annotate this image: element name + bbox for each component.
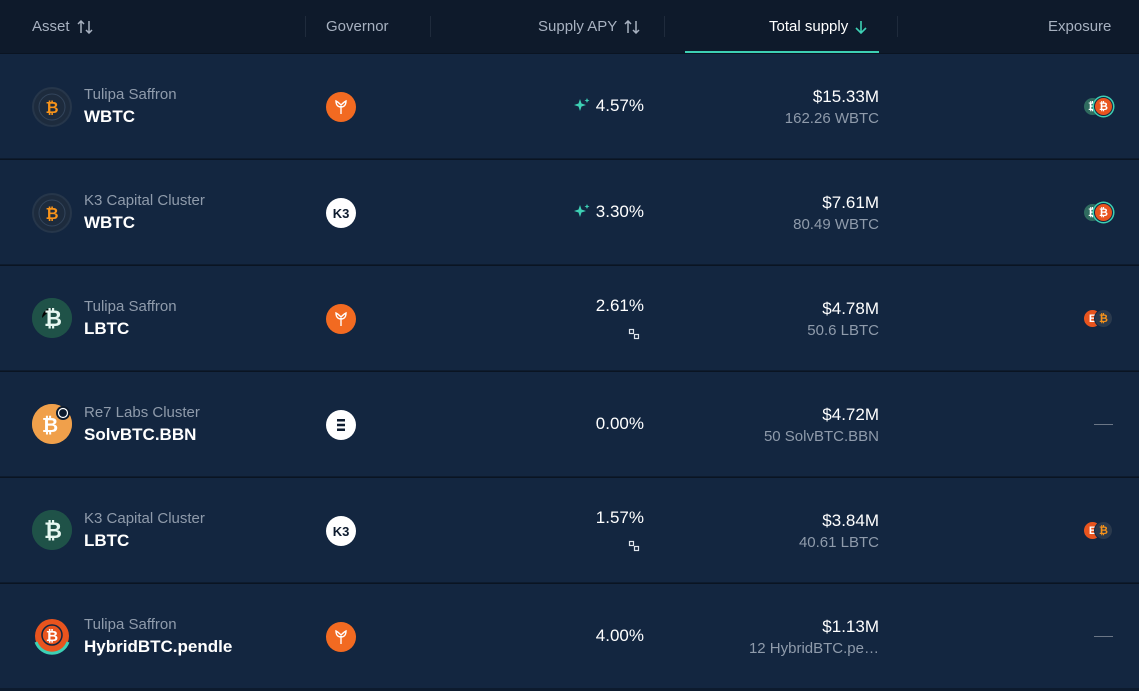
header-divider	[664, 16, 665, 37]
table-row[interactable]: ₿ Re7 Labs Cluster SolvBTC.BBN 0.00% $4.…	[0, 371, 1139, 476]
supply-usd: $7.61M	[822, 193, 879, 212]
lbtc-icon: ₿	[32, 298, 72, 338]
link-icon[interactable]	[628, 539, 640, 552]
wbtc-icon: ₿	[1094, 203, 1113, 222]
vault-name: K3 Capital Cluster	[84, 192, 205, 209]
supply-apy-value: 3.30%	[595, 202, 644, 221]
svg-text:₿: ₿	[45, 98, 58, 117]
header-divider	[897, 16, 898, 37]
header-divider	[305, 16, 306, 37]
column-supply-apy[interactable]: Supply APY	[538, 0, 640, 53]
supply-usd: $15.33M	[812, 87, 879, 106]
column-governor: Governor	[326, 0, 389, 53]
supply-apy: 4.00%	[596, 626, 644, 646]
svg-text:₿: ₿	[44, 519, 62, 544]
asset-symbol: LBTC	[84, 319, 130, 338]
exposure-icons[interactable]: ₿ ₿	[1083, 203, 1113, 222]
column-exposure: Exposure	[1048, 0, 1111, 53]
sort-icon	[76, 19, 93, 34]
vault-name: Tulipa Saffron	[84, 616, 177, 633]
supply-apy: 3.30%	[573, 202, 644, 222]
wbtc-icon: ₿	[32, 87, 72, 127]
asset-symbol: LBTC	[84, 531, 130, 550]
supply-apy-value: 4.57%	[595, 96, 644, 115]
k3-label: K3	[332, 205, 350, 221]
btc-icon: ₿	[1094, 521, 1113, 540]
column-exposure-label: Exposure	[1048, 18, 1112, 35]
supply-usd: $3.84M	[822, 511, 879, 530]
supply-usd: $4.78M	[822, 299, 879, 318]
re7-icon[interactable]	[326, 410, 356, 440]
supply-amount: 40.61 LBTC	[798, 534, 879, 551]
asset-symbol: WBTC	[84, 213, 135, 232]
hybridbtc-icon: ₿	[32, 616, 72, 656]
supply-apy-value: 4.00%	[595, 626, 644, 645]
supply-amount: 50 SolvBTC.BBN	[763, 428, 879, 445]
table-row[interactable]: ₿ Tulipa Saffron HybridBTC.pendle 4.00% …	[0, 583, 1139, 688]
supply-apy: 4.57%	[573, 96, 644, 116]
table-header: Asset Governor Supply APY Total supply E…	[0, 0, 1139, 53]
sort-icon	[624, 19, 640, 34]
arrow-down-icon	[855, 20, 867, 34]
tulipa-icon[interactable]	[326, 304, 356, 334]
k3-label: K3	[332, 523, 350, 539]
solvbtc-icon: ₿	[32, 404, 72, 444]
table-row[interactable]: ₿ Tulipa Saffron WBTC 4.57% $15.33M 162.…	[0, 53, 1139, 158]
exposure-icons[interactable]: ₿ ₿	[1083, 97, 1113, 116]
column-asset[interactable]: Asset	[32, 0, 93, 53]
tulipa-icon[interactable]	[326, 92, 356, 122]
wbtc-icon: ₿	[32, 193, 72, 233]
svg-text:₿: ₿	[45, 204, 58, 223]
column-total-supply-label: Total supply	[769, 18, 849, 35]
k3-icon[interactable]: K3	[326, 516, 356, 546]
active-sort-underline	[685, 51, 879, 53]
exposure-icons[interactable]: E ₿	[1083, 521, 1113, 540]
supply-amount: 50.6 LBTC	[807, 322, 879, 339]
table-row[interactable]: ₿ K3 Capital Cluster WBTC K3 3.30% $7.61…	[0, 159, 1139, 264]
column-total-supply[interactable]: Total supply	[769, 0, 867, 53]
supply-apy-value: 0.00%	[595, 414, 644, 433]
svg-text:₿: ₿	[46, 627, 58, 645]
wbtc-icon: ₿	[1094, 97, 1113, 116]
supply-usd: $4.72M	[822, 405, 879, 424]
svg-text:₿: ₿	[44, 307, 62, 332]
supply-apy: 2.61%	[596, 296, 644, 316]
column-supply-apy-label: Supply APY	[538, 18, 618, 35]
exposure-empty	[1094, 424, 1113, 425]
lbtc-icon: ₿	[32, 510, 72, 550]
vault-name: Tulipa Saffron	[84, 298, 177, 315]
svg-text:₿: ₿	[42, 413, 58, 437]
exposure-icons[interactable]: E ₿	[1083, 309, 1113, 328]
btc-icon: ₿	[1094, 309, 1113, 328]
tulipa-icon[interactable]	[326, 622, 356, 652]
asset-symbol: WBTC	[84, 107, 135, 126]
sparkle-icon	[573, 98, 590, 111]
supply-apy-value: 2.61%	[595, 296, 644, 315]
supply-amount: 80.49 WBTC	[793, 216, 879, 233]
column-governor-label: Governor	[326, 18, 389, 35]
vault-name: Tulipa Saffron	[84, 86, 177, 103]
header-divider	[430, 16, 431, 37]
table-row[interactable]: ₿ Tulipa Saffron LBTC 2.61% $4.78M 50.6 …	[0, 265, 1139, 370]
asset-symbol: SolvBTC.BBN	[84, 425, 197, 444]
supply-apy: 1.57%	[596, 508, 644, 528]
column-asset-label: Asset	[32, 18, 70, 35]
vault-name: K3 Capital Cluster	[84, 510, 205, 527]
exposure-empty	[1094, 636, 1113, 637]
table-row[interactable]: ₿ K3 Capital Cluster LBTC K3 1.57% $3.84…	[0, 477, 1139, 582]
supply-apy: 0.00%	[596, 414, 644, 434]
supply-usd: $1.13M	[822, 617, 879, 636]
link-icon[interactable]	[628, 327, 640, 340]
sparkle-icon	[573, 204, 590, 217]
supply-apy-value: 1.57%	[595, 508, 644, 527]
supply-amount: 12 HybridBTC.pe…	[748, 640, 879, 657]
supply-amount: 162.26 WBTC	[784, 110, 879, 127]
vault-name: Re7 Labs Cluster	[84, 404, 200, 421]
asset-symbol: HybridBTC.pendle	[84, 637, 233, 656]
k3-icon[interactable]: K3	[326, 198, 356, 228]
